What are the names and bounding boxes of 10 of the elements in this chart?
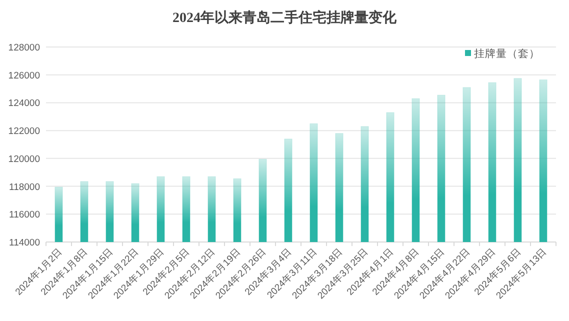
legend-label: 挂牌量（套） — [474, 48, 540, 60]
y-tick-label: 124000 — [8, 98, 40, 110]
y-tick-label: 128000 — [8, 42, 40, 54]
y-tick-label: 118000 — [9, 182, 40, 193]
chart-title: 2024年以来青岛二手住宅挂牌量变化 — [172, 9, 398, 26]
y-tick-label: 122000 — [8, 126, 40, 138]
y-tick-label: 120000 — [8, 154, 40, 165]
y-tick-label: 126000 — [8, 70, 40, 82]
y-tick-label: 114000 — [9, 238, 40, 248]
y-tick-label: 116000 — [9, 210, 40, 221]
